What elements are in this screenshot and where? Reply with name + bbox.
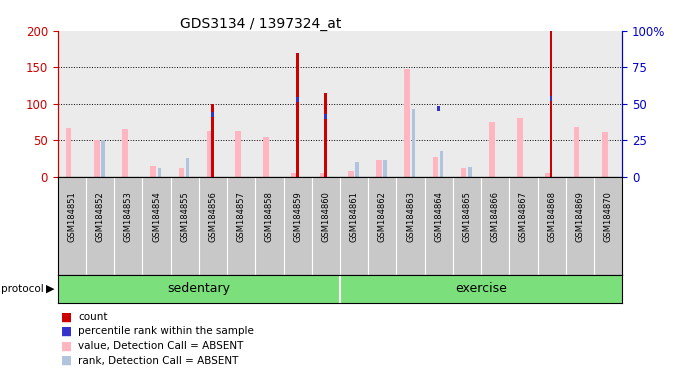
Bar [66, 128, 71, 177]
Text: percentile rank within the sample: percentile rank within the sample [78, 326, 254, 336]
Text: ▶: ▶ [46, 284, 54, 294]
Bar [150, 166, 156, 177]
Bar [384, 160, 387, 177]
Bar [211, 104, 214, 177]
Text: GSM184863: GSM184863 [406, 191, 415, 242]
Text: rank, Detection Call = ABSENT: rank, Detection Call = ABSENT [78, 356, 239, 366]
Text: GSM184864: GSM184864 [435, 191, 443, 242]
Bar [376, 160, 381, 177]
Text: GSM184855: GSM184855 [180, 191, 189, 242]
Bar [296, 97, 299, 102]
Text: GSM184861: GSM184861 [350, 191, 358, 242]
Text: GSM184853: GSM184853 [124, 191, 133, 242]
Bar [207, 131, 212, 177]
Bar [574, 127, 579, 177]
Bar [235, 131, 241, 177]
Text: GSM184857: GSM184857 [237, 191, 245, 242]
Text: GSM184867: GSM184867 [519, 191, 528, 242]
Text: count: count [78, 312, 107, 322]
Bar [549, 96, 552, 101]
Text: ■: ■ [61, 325, 72, 338]
Bar [94, 140, 99, 177]
Bar [348, 171, 354, 177]
Text: GSM184856: GSM184856 [209, 191, 218, 242]
Bar [468, 167, 472, 177]
Bar [602, 132, 607, 177]
Text: GSM184858: GSM184858 [265, 191, 274, 242]
Bar [122, 129, 128, 177]
Text: ■: ■ [61, 354, 72, 367]
Bar [461, 168, 466, 177]
Bar [549, 31, 552, 177]
Text: sedentary: sedentary [167, 283, 231, 295]
Text: GSM184865: GSM184865 [462, 191, 471, 242]
Bar [440, 151, 443, 177]
Text: GDS3134 / 1397324_at: GDS3134 / 1397324_at [180, 17, 341, 31]
Bar [101, 140, 105, 177]
Text: GSM184870: GSM184870 [604, 191, 613, 242]
Bar [296, 53, 299, 177]
Bar [437, 106, 439, 111]
Text: GSM184868: GSM184868 [547, 191, 556, 242]
Text: GSM184866: GSM184866 [491, 191, 500, 242]
Text: exercise: exercise [455, 283, 507, 295]
Bar [405, 69, 410, 177]
Bar [432, 157, 438, 177]
Bar [489, 122, 494, 177]
Text: ■: ■ [61, 310, 72, 323]
Text: GSM184869: GSM184869 [575, 191, 584, 242]
Bar [324, 114, 326, 119]
Bar [411, 109, 415, 177]
Bar [324, 93, 326, 177]
Text: GSM184851: GSM184851 [67, 191, 76, 242]
Bar [320, 173, 325, 177]
Text: GSM184860: GSM184860 [322, 191, 330, 242]
Bar [545, 173, 551, 177]
Bar [517, 118, 523, 177]
Text: ■: ■ [61, 339, 72, 353]
Text: GSM184852: GSM184852 [96, 191, 105, 242]
Text: protocol: protocol [1, 284, 44, 294]
Bar [179, 168, 184, 177]
Text: GSM184854: GSM184854 [152, 191, 161, 242]
Bar [263, 136, 269, 177]
Text: GSM184859: GSM184859 [293, 191, 302, 242]
Bar [186, 158, 190, 177]
Text: GSM184862: GSM184862 [378, 191, 387, 242]
Bar [292, 173, 297, 177]
Bar [211, 112, 214, 117]
Text: value, Detection Call = ABSENT: value, Detection Call = ABSENT [78, 341, 243, 351]
Bar [355, 162, 359, 177]
Bar [158, 168, 161, 177]
